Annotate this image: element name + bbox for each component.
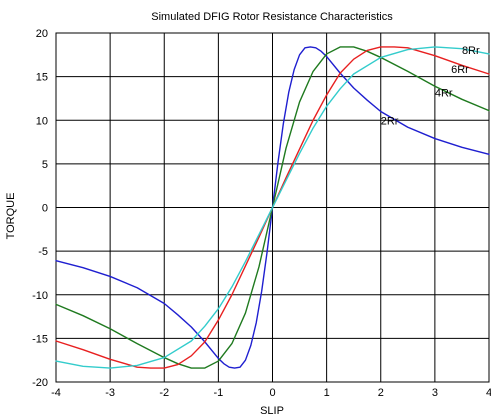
x-tick-label: 2 (378, 387, 384, 399)
y-tick-label: 10 (36, 115, 48, 127)
series-annotation-6Rr: 6Rr (451, 64, 469, 76)
x-tick-label: -2 (159, 387, 169, 399)
y-tick-label: -15 (32, 333, 48, 345)
x-tick-label: 3 (432, 387, 438, 399)
x-tick-label: -3 (105, 387, 115, 399)
series-annotation-8Rr: 8Rr (462, 45, 480, 57)
x-tick-label: -1 (213, 387, 223, 399)
y-axis-label: TORQUE (5, 193, 17, 240)
series-annotation-4Rr: 4Rr (435, 88, 453, 100)
x-tick-label: -4 (51, 387, 61, 399)
x-tick-label: 4 (486, 387, 491, 399)
chart-title: Simulated DFIG Rotor Resistance Characte… (151, 11, 393, 23)
series-line-8Rr (55, 46, 490, 369)
x-tick-label: 1 (324, 387, 330, 399)
y-tick-label: 5 (42, 159, 48, 171)
y-tick-label: -10 (32, 290, 48, 302)
y-tick-label: 0 (42, 203, 48, 215)
y-tick-label: 15 (36, 72, 48, 84)
y-tick-label: 20 (36, 28, 48, 40)
plot-frame (55, 32, 490, 383)
y-tick-label: -5 (38, 246, 48, 258)
y-tick-label: -20 (32, 377, 48, 389)
series-layer (55, 46, 490, 369)
annotation-layer: 2Rr 4Rr 6Rr 8Rr (381, 45, 480, 128)
x-tick-label: 0 (269, 387, 275, 399)
x-axis-label: SLIP (260, 405, 284, 417)
series-annotation-2Rr: 2Rr (381, 116, 399, 128)
axis-layer (55, 32, 490, 383)
